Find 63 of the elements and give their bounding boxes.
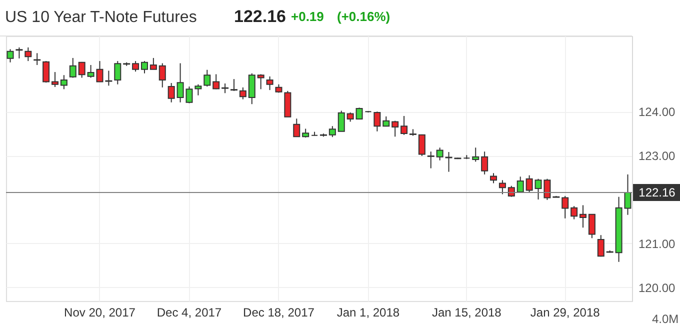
- y-tick-label: 120.00: [638, 280, 676, 295]
- candlestick: [16, 46, 23, 59]
- candlestick: [472, 147, 480, 162]
- candlestick: [526, 174, 533, 193]
- candlestick: [570, 206, 578, 220]
- text: 122.16: [234, 7, 286, 26]
- candlestick: [34, 52, 41, 66]
- y-tick-label: 123.00: [638, 149, 676, 164]
- candlestick: [293, 118, 300, 138]
- candlestick: [490, 172, 498, 184]
- candlestick: [212, 74, 220, 90]
- candlestick: [392, 120, 399, 138]
- candlestick: [580, 204, 587, 228]
- candlestick: [204, 69, 211, 88]
- ref-line-label: 122.16: [638, 185, 676, 200]
- candlestick: [140, 60, 148, 74]
- candlestick: [78, 61, 86, 78]
- candlestick: [24, 46, 32, 62]
- candlestick: [6, 48, 14, 63]
- candlestick: [597, 234, 604, 258]
- candlestick: [400, 115, 408, 136]
- candlestick: [194, 84, 202, 96]
- y-tick-label: 124.00: [638, 105, 676, 120]
- candlestick: [481, 151, 488, 175]
- candlestick: [346, 112, 354, 122]
- candlestick: [60, 74, 68, 90]
- candlestick: [105, 70, 112, 86]
- candlestick: [132, 60, 140, 72]
- text: 4.0M: [652, 312, 679, 325]
- x-tick-label: Nov 20, 2017: [64, 306, 136, 320]
- candlestick: [374, 111, 381, 132]
- candlestick: [248, 72, 256, 105]
- candlestick: [42, 60, 50, 84]
- candlestick: [158, 62, 166, 88]
- candlestick: [150, 57, 157, 70]
- chart-title: US 10 Year T-Note Futures: [5, 9, 197, 26]
- candlestick: [356, 107, 363, 120]
- text: +0.19: [291, 9, 324, 24]
- candlestick: [266, 76, 274, 91]
- candlestick: [338, 110, 345, 132]
- x-tick-label: Jan 1, 2018: [336, 306, 400, 320]
- candlestick: [418, 134, 426, 156]
- candlestick: [328, 126, 336, 138]
- candlestick: [114, 60, 122, 85]
- candlestick: [222, 82, 229, 94]
- candlestick: [51, 72, 58, 88]
- candlestick: [588, 214, 596, 239]
- candlestick: [427, 151, 434, 169]
- candlestick: [562, 195, 569, 219]
- x-tick-label: Jan 29, 2018: [530, 306, 600, 320]
- candlestick: [230, 78, 238, 92]
- candlestick: [516, 176, 524, 193]
- x-tick-label: Dec 4, 2017: [156, 306, 222, 320]
- candlestick: [69, 57, 76, 78]
- candlestick: [436, 147, 444, 161]
- candlestick: [498, 180, 506, 195]
- x-tick-label: Dec 18, 2017: [243, 306, 315, 320]
- text: (+0.16%): [337, 9, 390, 24]
- candlestick: [239, 86, 246, 100]
- x-tick-label: Jan 15, 2018: [432, 306, 502, 320]
- y-tick-label: 121.00: [638, 236, 676, 251]
- candlestick: [168, 82, 175, 103]
- candlestick: [257, 74, 264, 90]
